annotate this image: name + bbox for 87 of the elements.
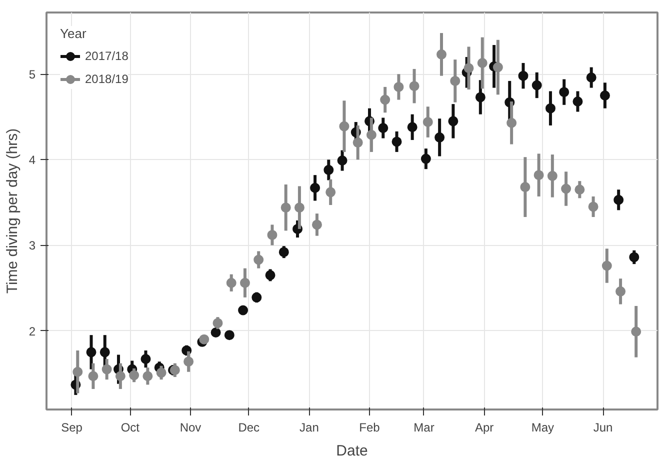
x-tick-label: Nov	[180, 420, 202, 434]
point	[156, 368, 166, 378]
point	[434, 132, 445, 142]
point	[422, 117, 433, 128]
point	[72, 366, 83, 377]
point	[506, 118, 517, 128]
point	[252, 292, 262, 302]
point	[586, 72, 596, 83]
x-tick-label: Feb	[359, 420, 380, 434]
point	[545, 103, 556, 114]
point	[561, 184, 572, 194]
point	[629, 252, 640, 262]
point	[280, 202, 291, 213]
y-tick-label: 2	[28, 324, 36, 338]
point	[199, 334, 210, 344]
x-tick-label: Jun	[593, 420, 613, 434]
point	[572, 96, 583, 106]
point	[602, 260, 612, 271]
x-tick-label: Mar	[414, 420, 434, 434]
point	[324, 164, 334, 175]
point	[326, 187, 336, 198]
point	[238, 305, 248, 316]
point	[88, 371, 98, 382]
point	[140, 354, 151, 364]
point	[547, 170, 558, 181]
point	[574, 184, 585, 195]
point	[394, 82, 404, 92]
point	[436, 49, 447, 60]
y-tick-label: 3	[28, 238, 36, 253]
x-tick-label: Sep	[61, 420, 83, 434]
point	[240, 278, 250, 288]
point	[366, 130, 376, 140]
point	[532, 80, 542, 90]
point	[86, 347, 96, 358]
x-tick-label: Dec	[238, 420, 260, 434]
point	[267, 230, 278, 240]
point	[312, 220, 322, 230]
point	[588, 202, 598, 212]
point	[407, 122, 418, 132]
point	[534, 170, 544, 180]
point	[448, 116, 458, 126]
point	[631, 326, 642, 337]
point	[142, 371, 153, 382]
y-tick-label: 4	[28, 153, 36, 168]
point	[450, 76, 460, 86]
point	[492, 62, 503, 72]
point	[184, 356, 194, 367]
point	[464, 63, 474, 74]
legend-title: Year	[60, 26, 88, 41]
point	[102, 364, 112, 374]
point	[520, 182, 530, 192]
point	[392, 136, 402, 147]
x-axis-title: Date	[336, 442, 368, 460]
x-tick-label: May	[531, 420, 554, 434]
point	[226, 278, 236, 288]
point	[352, 138, 363, 148]
point	[409, 81, 420, 92]
point	[278, 247, 289, 258]
point	[210, 328, 221, 338]
point	[265, 270, 276, 280]
point	[115, 371, 126, 382]
point	[616, 286, 626, 296]
point	[129, 370, 140, 380]
legend-label: 2018/19	[85, 72, 128, 86]
point	[254, 254, 264, 265]
point	[378, 123, 388, 133]
point	[475, 92, 486, 102]
point	[100, 347, 110, 358]
legend-label: 2017/18	[85, 49, 128, 63]
point	[518, 70, 528, 81]
x-tick-label: Apr	[474, 420, 494, 434]
point	[337, 156, 348, 166]
point	[600, 90, 610, 100]
y-axis-title: Time diving per day (hrs)	[4, 128, 21, 294]
point	[380, 94, 390, 105]
point	[614, 194, 624, 205]
point	[212, 318, 223, 328]
point	[420, 154, 431, 164]
x-tick-label: Oct	[120, 420, 140, 434]
y-tick-label: 5	[28, 68, 36, 82]
point	[310, 182, 320, 193]
point	[559, 87, 570, 98]
point	[477, 58, 488, 68]
point	[294, 202, 304, 213]
x-tick-label: Jan	[300, 420, 319, 434]
point	[339, 121, 350, 132]
point	[224, 330, 234, 340]
